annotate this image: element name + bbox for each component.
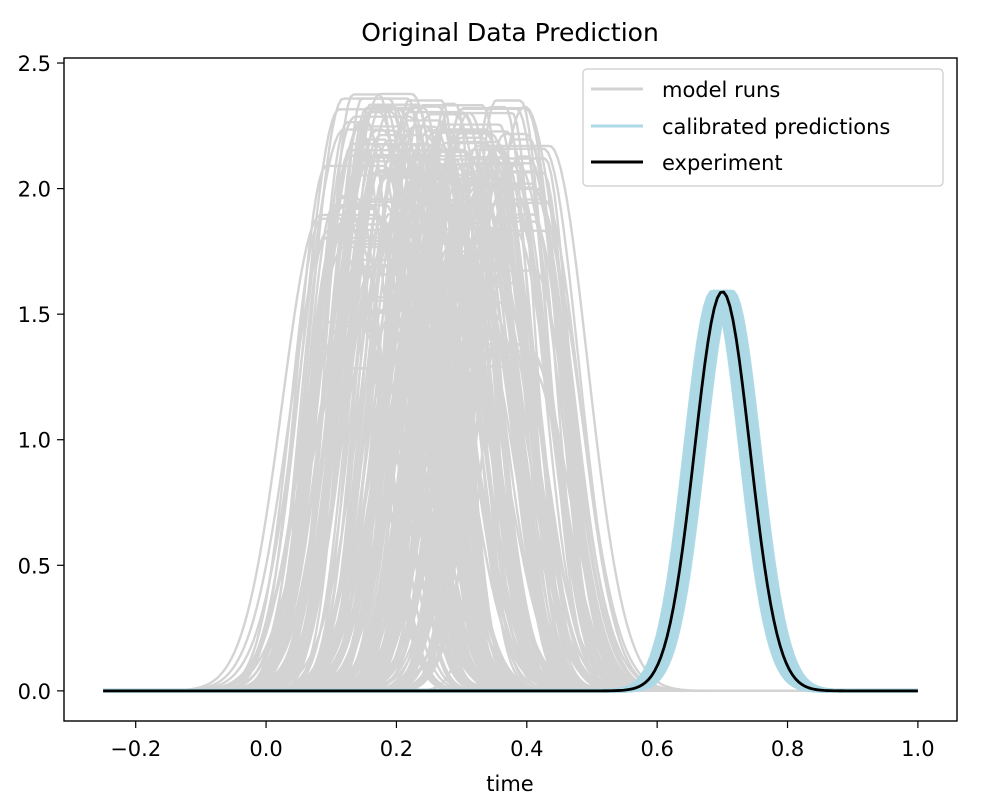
legend-label-model-runs: model runs: [662, 78, 780, 102]
y-tick-label: 1.5: [18, 303, 51, 327]
x-axis-label: time: [486, 772, 533, 796]
plot-lines: [103, 92, 918, 693]
y-tick-label: 2.0: [18, 178, 51, 202]
y-tick-label: 0.0: [18, 680, 51, 704]
experiment-line: [103, 290, 918, 693]
x-tick-label: 0.0: [249, 737, 282, 761]
legend: model runs calibrated predictions experi…: [582, 68, 944, 187]
legend-label-calibrated-predictions: calibrated predictions: [662, 115, 890, 139]
legend-label-experiment: experiment: [662, 151, 783, 175]
plot-frame: [63, 57, 958, 722]
legend-box: [582, 68, 944, 187]
chart-title: Original Data Prediction: [361, 18, 659, 47]
x-tick-label: 0.2: [380, 737, 413, 761]
y-tick-label: 1.0: [18, 429, 51, 453]
y-axis-ticks: 0.0 0.5 1.0 1.5 2.0 2.5: [18, 52, 64, 704]
y-tick-label: 2.5: [18, 52, 51, 76]
x-axis-ticks: −0.2 0.0 0.2 0.4 0.6 0.8 1.0: [110, 721, 935, 761]
y-tick-label: 0.5: [18, 554, 51, 578]
x-tick-label: 1.0: [901, 737, 934, 761]
x-tick-label: 0.8: [771, 737, 804, 761]
x-tick-label: 0.4: [510, 737, 543, 761]
x-tick-label: −0.2: [110, 737, 161, 761]
x-tick-label: 0.6: [640, 737, 673, 761]
